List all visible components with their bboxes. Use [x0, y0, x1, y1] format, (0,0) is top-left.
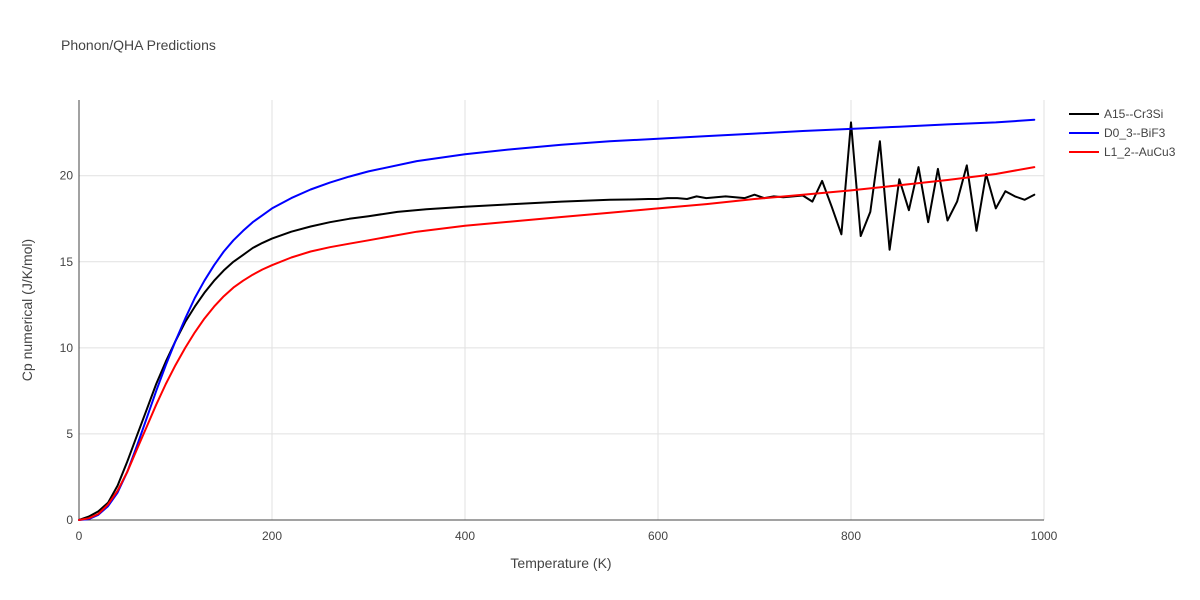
- y-tick-label: 0: [66, 513, 73, 527]
- y-tick-label: 15: [60, 255, 74, 269]
- legend: A15--Cr3Si D0_3--BiF3 L1_2--AuCu3: [1069, 107, 1176, 159]
- x-tick-label: 600: [648, 529, 668, 543]
- y-tick-labels: 0 5 10 15 20: [60, 169, 74, 527]
- plot-area: [78, 118, 1036, 521]
- legend-entry: A15--Cr3Si: [1104, 107, 1163, 121]
- x-tick-label: 200: [262, 529, 282, 543]
- chart-title: Phonon/QHA Predictions: [61, 37, 216, 53]
- legend-entry: D0_3--BiF3: [1104, 126, 1166, 140]
- x-tick-labels: 0 200 400 600 800 1000: [76, 529, 1058, 543]
- x-tick-label: 400: [455, 529, 475, 543]
- y-tick-label: 20: [60, 169, 74, 183]
- y-tick-label: 5: [66, 427, 73, 441]
- x-tick-label: 800: [841, 529, 861, 543]
- y-gridlines: [79, 175, 1044, 435]
- y-axis-label: Cp numerical (J/K/mol): [19, 239, 35, 381]
- x-tick-label: 0: [76, 529, 83, 543]
- x-axis-label: Temperature (K): [510, 555, 611, 571]
- legend-entry: L1_2--AuCu3: [1104, 145, 1176, 159]
- series-line: [78, 118, 1036, 521]
- series-line: [78, 166, 1036, 521]
- y-tick-label: 10: [60, 341, 74, 355]
- x-gridlines: [271, 100, 1045, 520]
- x-tick-label: 1000: [1031, 529, 1058, 543]
- series-line: [78, 121, 1036, 521]
